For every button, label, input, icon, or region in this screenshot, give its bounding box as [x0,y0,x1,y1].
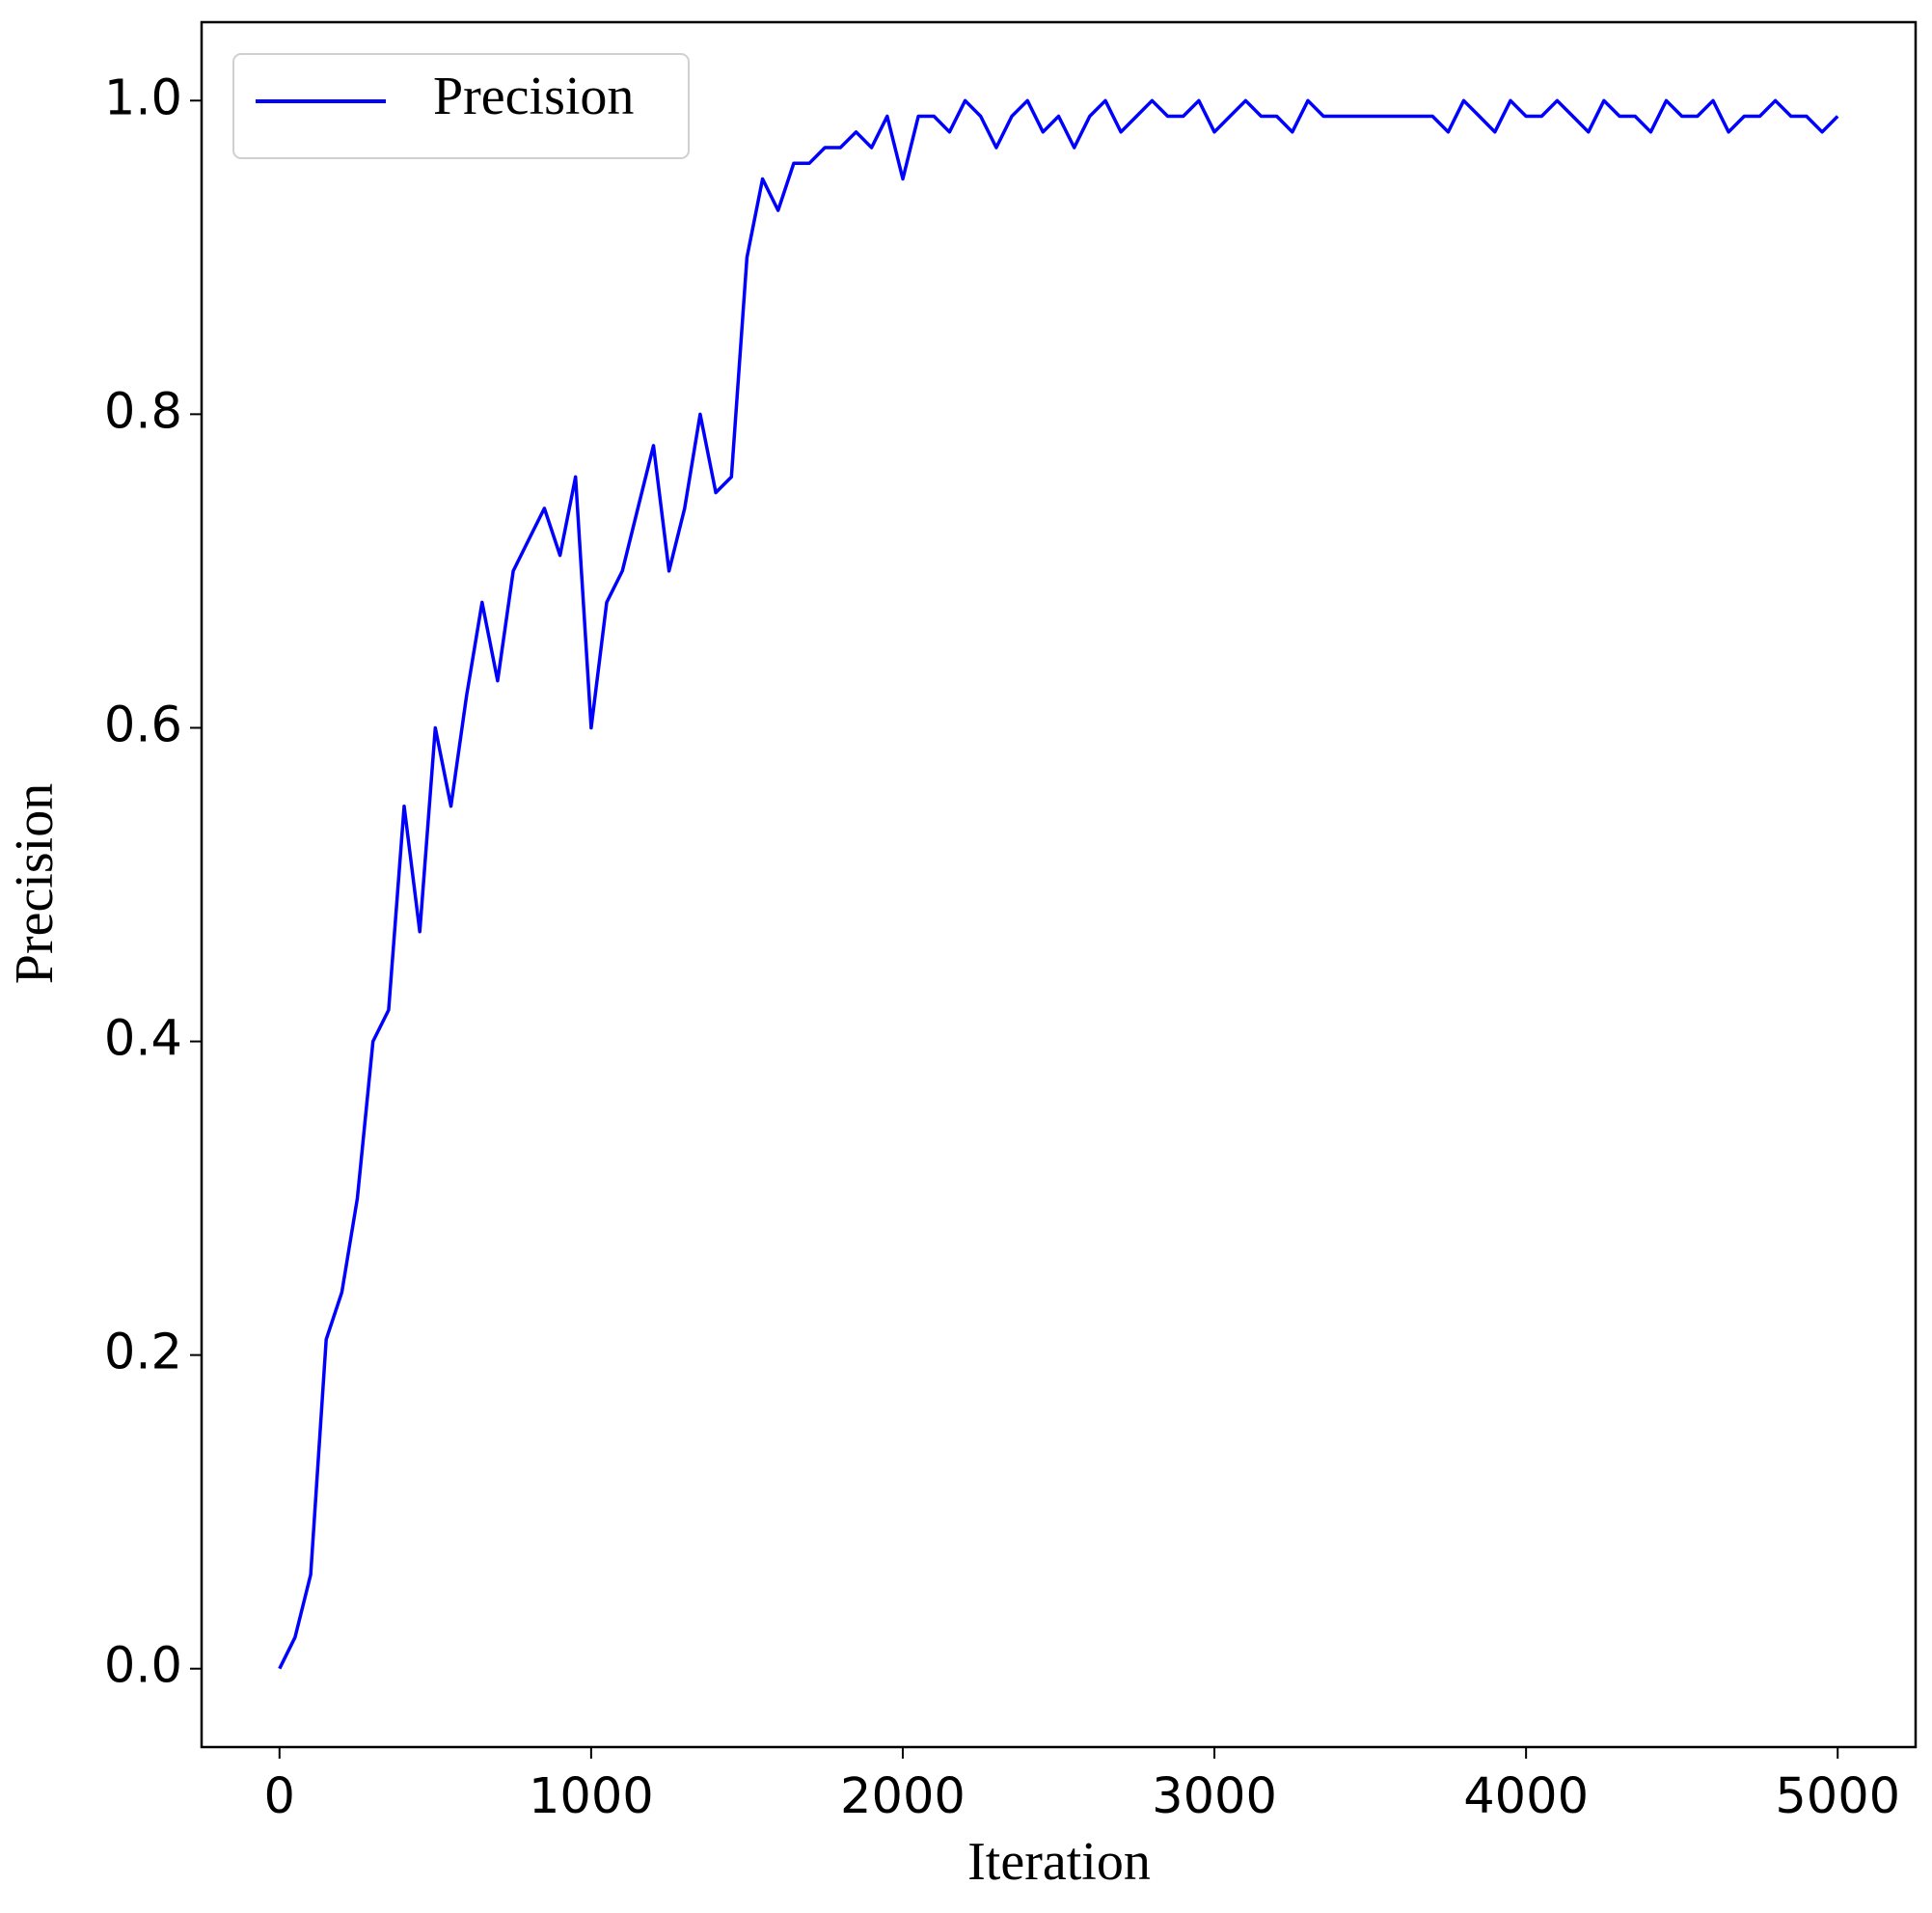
y-axis-label: Precision [5,783,65,984]
x-tick-label: 4000 [1463,1768,1589,1825]
x-tick-label: 5000 [1775,1768,1900,1825]
y-tick-label: 0.4 [104,1011,182,1068]
plot-frame [200,20,1918,1749]
x-tick-label: 1000 [529,1768,654,1825]
x-tick-label: 3000 [1152,1768,1277,1825]
y-tick-label: 0.0 [104,1638,182,1695]
y-tick-label: 0.6 [104,697,182,753]
y-tick-label: 0.2 [104,1325,182,1381]
y-tick-label: 1.0 [104,69,182,126]
x-axis-label: Iteration [967,1832,1151,1892]
data-line [278,98,1839,1670]
x-tick-label: 0 [264,1768,295,1825]
x-tick-label: 2000 [840,1768,966,1825]
y-tick-label: 0.8 [104,383,182,440]
legend-label: Precision [433,67,634,126]
legend-box [232,53,690,159]
